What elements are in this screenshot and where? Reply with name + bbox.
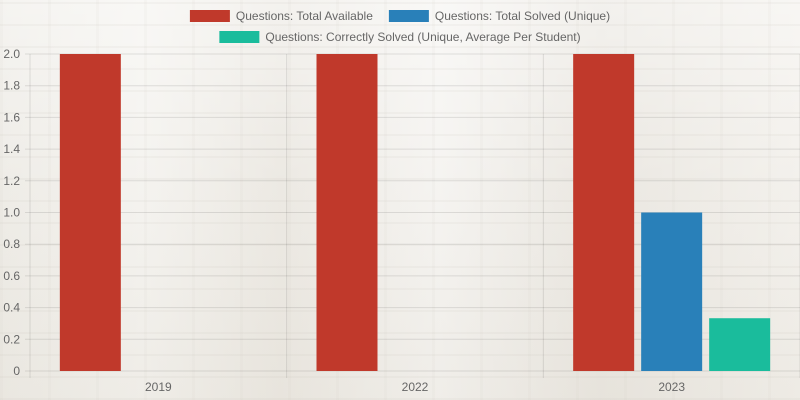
legend-label: Questions: Correctly Solved (Unique, Ave… [265, 30, 580, 44]
y-tick-label: 2.0 [3, 47, 20, 61]
legend-item[interactable]: Questions: Total Available [189, 9, 373, 23]
legend[interactable]: Questions: Total Available Questions: Tot… [189, 9, 610, 44]
x-tick-label: 2019 [145, 380, 172, 394]
y-tick-label: 0.4 [3, 301, 20, 315]
bar[interactable] [641, 212, 703, 372]
bars [59, 54, 771, 372]
legend-swatch [388, 10, 429, 22]
bar[interactable] [573, 54, 635, 371]
bar[interactable] [316, 54, 378, 371]
legend-item[interactable]: Questions: Total Solved (Unique) [388, 9, 610, 23]
y-axis: 0 0.2 0.4 0.6 0.8 1.0 1.2 1.4 1.6 1.8 2.0 [3, 47, 20, 378]
x-tick-label: 2022 [402, 380, 429, 394]
x-axis: 2019 2022 2023 [145, 380, 685, 394]
y-tick-label: 0.8 [3, 237, 20, 251]
y-tick-label: 1.2 [3, 174, 20, 188]
y-tick-label: 0.6 [3, 269, 20, 283]
y-tick-label: 1.4 [3, 142, 20, 156]
legend-item[interactable]: Questions: Correctly Solved (Unique, Ave… [219, 30, 581, 44]
x-tick-label: 2023 [658, 380, 685, 394]
legend-label: Questions: Total Solved (Unique) [435, 9, 610, 23]
y-tick-label: 1.6 [3, 110, 20, 124]
y-tick-label: 1.0 [3, 206, 20, 220]
legend-swatch [189, 10, 230, 22]
y-tick-label: 0 [13, 364, 20, 378]
bar[interactable] [709, 318, 771, 371]
bar[interactable] [59, 54, 121, 371]
y-tick-label: 0.2 [3, 332, 20, 346]
y-tick-label: 1.8 [3, 79, 20, 93]
legend-label: Questions: Total Available [236, 9, 373, 23]
legend-swatch [219, 31, 260, 43]
